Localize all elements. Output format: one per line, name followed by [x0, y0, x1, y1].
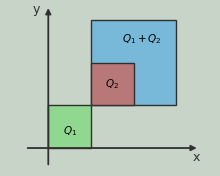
Text: x: x	[192, 151, 200, 164]
Bar	[91, 63, 134, 105]
Bar	[91, 20, 176, 105]
Text: $Q_1 + Q_2$: $Q_1 + Q_2$	[122, 32, 162, 46]
Bar	[48, 105, 91, 148]
Text: $Q_2$: $Q_2$	[105, 77, 119, 91]
Text: $Q_1$: $Q_1$	[62, 124, 77, 138]
Text: y: y	[33, 3, 40, 16]
